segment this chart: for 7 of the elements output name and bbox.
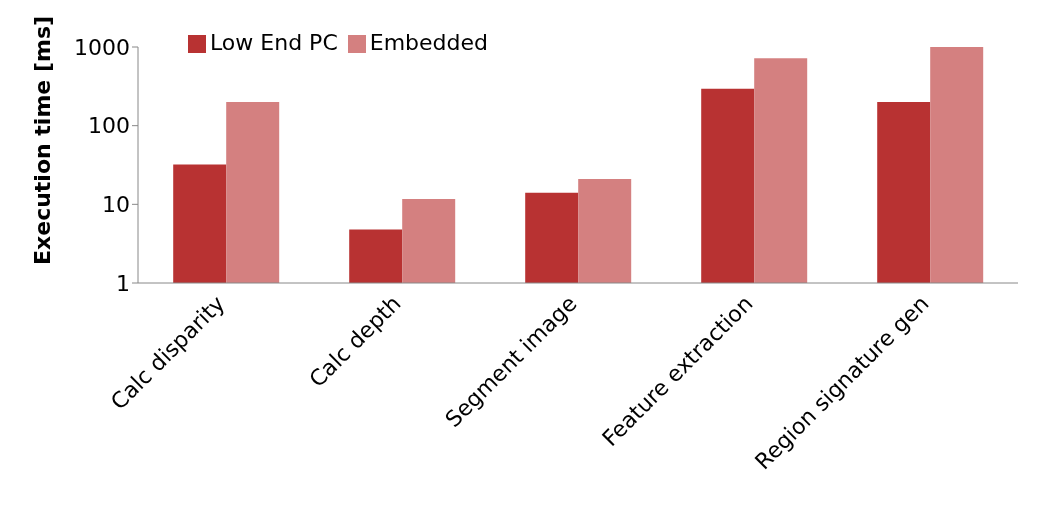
legend-label: Embedded [369,30,489,55]
y-tick-label: 10 [102,192,130,218]
y-axis-title: Execution time [ms] [29,15,55,265]
y-tick-label: 100 [88,113,130,139]
legend-label: Low End PC [210,30,338,55]
y-tick-label: 1000 [74,34,130,60]
y-tick-label: 1 [116,270,130,296]
